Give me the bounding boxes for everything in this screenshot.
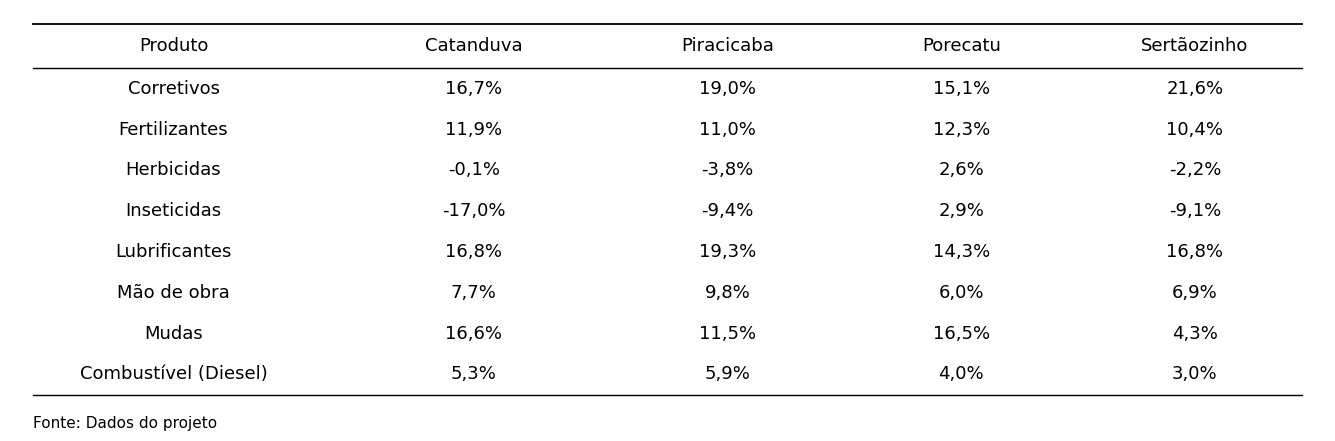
Text: -9,1%: -9,1% [1168, 202, 1222, 220]
Text: -17,0%: -17,0% [442, 202, 506, 220]
Text: Lubrificantes: Lubrificantes [115, 243, 232, 261]
Text: Porecatu: Porecatu [921, 37, 1001, 55]
Text: 5,3%: 5,3% [451, 365, 497, 383]
Text: 16,5%: 16,5% [933, 325, 989, 343]
Text: 5,9%: 5,9% [705, 365, 750, 383]
Text: Catanduva: Catanduva [425, 37, 523, 55]
Text: Produto: Produto [139, 37, 208, 55]
Text: Corretivos: Corretivos [128, 80, 219, 98]
Text: 4,3%: 4,3% [1172, 325, 1218, 343]
Text: 19,0%: 19,0% [700, 80, 756, 98]
Text: -9,4%: -9,4% [701, 202, 754, 220]
Text: 19,3%: 19,3% [700, 243, 756, 261]
Text: 16,6%: 16,6% [446, 325, 502, 343]
Text: -2,2%: -2,2% [1168, 161, 1222, 179]
Text: Piracicaba: Piracicaba [681, 37, 774, 55]
Text: Mão de obra: Mão de obra [117, 284, 230, 302]
Text: Combustível (Diesel): Combustível (Diesel) [80, 365, 267, 383]
Text: Fonte: Dados do projeto: Fonte: Dados do projeto [33, 416, 218, 431]
Text: 7,7%: 7,7% [451, 284, 497, 302]
Text: Herbicidas: Herbicidas [125, 161, 222, 179]
Text: 15,1%: 15,1% [933, 80, 989, 98]
Text: Inseticidas: Inseticidas [125, 202, 222, 220]
Text: 11,0%: 11,0% [700, 120, 756, 138]
Text: 11,9%: 11,9% [446, 120, 502, 138]
Text: Fertilizantes: Fertilizantes [119, 120, 228, 138]
Text: -3,8%: -3,8% [701, 161, 754, 179]
Text: 10,4%: 10,4% [1167, 120, 1223, 138]
Text: 4,0%: 4,0% [939, 365, 984, 383]
Text: 11,5%: 11,5% [700, 325, 756, 343]
Text: 2,9%: 2,9% [939, 202, 984, 220]
Text: 21,6%: 21,6% [1167, 80, 1223, 98]
Text: 16,8%: 16,8% [1167, 243, 1223, 261]
Text: 14,3%: 14,3% [933, 243, 989, 261]
Text: 9,8%: 9,8% [705, 284, 750, 302]
Text: 2,6%: 2,6% [939, 161, 984, 179]
Text: 6,0%: 6,0% [939, 284, 984, 302]
Text: Sertãozinho: Sertãozinho [1141, 37, 1248, 55]
Text: 16,8%: 16,8% [446, 243, 502, 261]
Text: -0,1%: -0,1% [449, 161, 499, 179]
Text: 3,0%: 3,0% [1172, 365, 1218, 383]
Text: 6,9%: 6,9% [1172, 284, 1218, 302]
Text: 16,7%: 16,7% [446, 80, 502, 98]
Text: 12,3%: 12,3% [933, 120, 989, 138]
Text: Mudas: Mudas [144, 325, 203, 343]
